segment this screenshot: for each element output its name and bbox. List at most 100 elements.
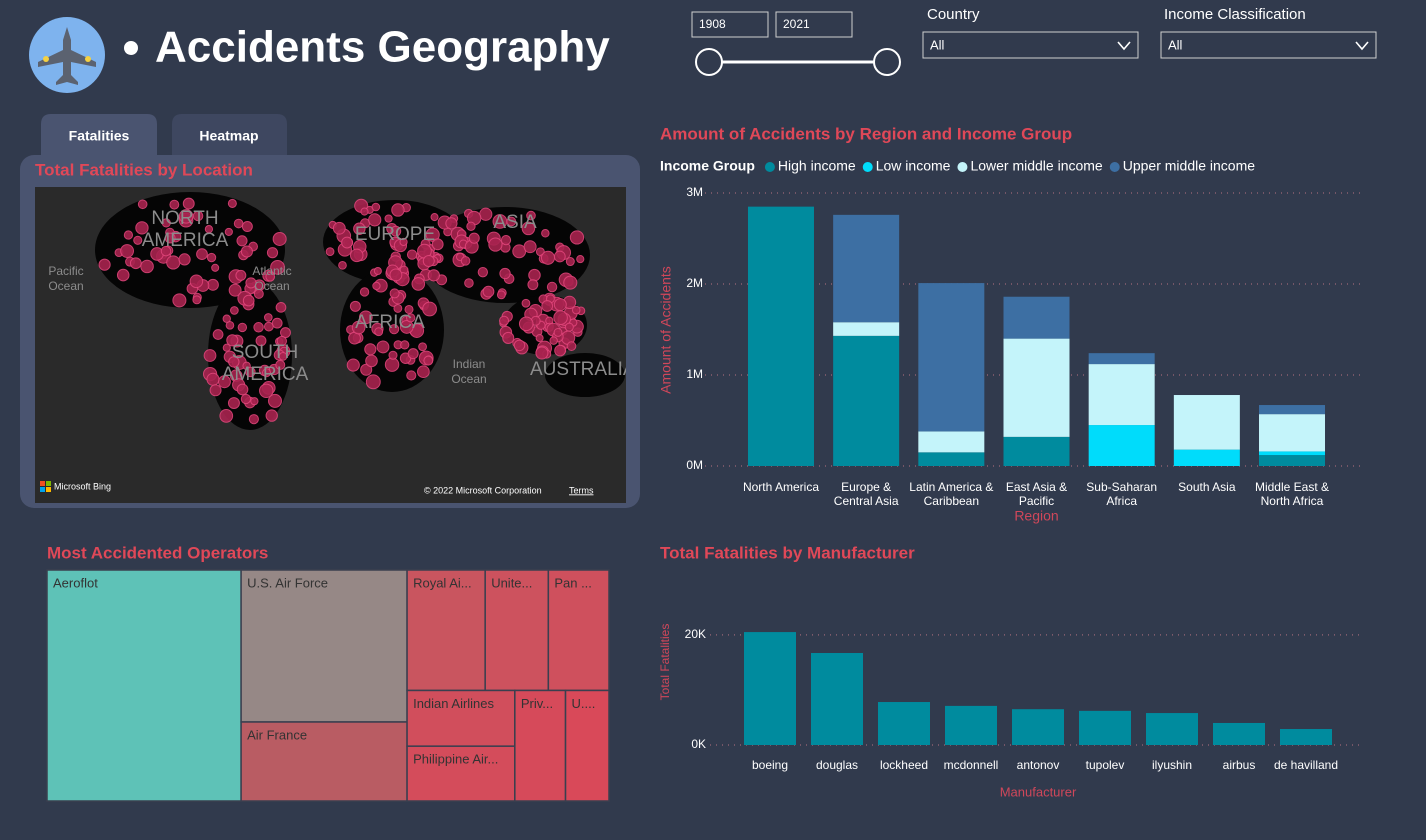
map-point [204,225,214,234]
chart-title: Most Accidented Operators [47,543,268,562]
legend-marker [957,162,968,172]
chevron[interactable] [1117,41,1131,51]
map-point [338,261,347,270]
legend-label: High income [778,158,856,174]
treemap-label: Royal Ai... [413,575,472,590]
year-to[interactable]: 2021 [783,17,810,31]
map-point [237,322,248,333]
map-point [225,321,235,330]
bar [878,702,930,745]
map-point [341,236,354,249]
map-point [219,408,234,423]
bar-segment [1259,414,1326,452]
dropdown-value[interactable]: All [1168,37,1183,52]
slider-handle[interactable] [695,48,723,76]
map-point [541,229,550,238]
map-point [248,414,259,425]
map-point [346,358,360,372]
map-point [527,279,539,291]
bing-logo [46,487,51,492]
tab-label[interactable]: Heatmap [199,128,258,144]
year-from[interactable]: 1908 [699,17,726,31]
map-point [228,283,242,297]
tab[interactable] [172,114,287,156]
map-label: Indian Ocean [451,357,487,386]
x-tick-label: de havilland [1273,758,1339,772]
map-point [460,256,471,266]
map-point [365,374,381,390]
x-tick-label: airbus [1222,758,1256,772]
map-point [178,253,191,266]
map-label: NORTH AMERICA [141,208,229,251]
map-point [212,329,224,340]
map-point [178,209,194,224]
land [545,353,625,397]
map-point [203,349,217,362]
x-axis-title: Manufacturer [1000,784,1077,799]
bar-segment [1259,405,1326,415]
year-box[interactable] [775,11,853,38]
bar [1079,710,1131,745]
map-point [271,317,283,329]
map-point [418,342,427,352]
map-point [482,285,495,298]
bar-segment [1259,455,1326,466]
x-tick-label: Middle East & North Africa [1254,480,1330,508]
map-point [523,240,537,254]
map-attribution: © 2022 Microsoft Corporation [424,485,542,495]
y-tick-label: 0M [686,458,703,472]
map-point [389,268,403,282]
map-label: Pacific Ocean [48,264,84,293]
x-tick-label: antonov [1016,758,1060,772]
map-point [259,383,274,399]
map-point [236,383,249,396]
map-point [399,320,414,334]
treemap-label: Indian Airlines [413,696,494,711]
map-point [358,310,373,325]
treemap-tile [406,689,516,747]
bar [1146,713,1198,745]
map-point [368,213,382,227]
dropdown[interactable] [922,31,1139,59]
bing-logo [40,487,45,492]
map-point [268,393,282,408]
map-point [253,322,264,333]
tab-label[interactable]: Fatalities [69,128,130,144]
bar-segment [747,206,814,466]
tab[interactable] [41,114,157,160]
map-point [230,306,239,315]
x-tick-label: boeing [751,758,789,772]
map-point [576,254,585,264]
dropdown[interactable] [1160,31,1377,59]
map-point [427,269,440,282]
map-point [565,257,575,267]
year-box[interactable] [691,11,769,38]
map-point [406,313,416,323]
treemap-tile [240,569,408,723]
map-point [241,221,253,233]
map-point [477,267,489,278]
logo-plane [38,27,96,85]
map-point [496,290,506,300]
map-point [272,231,287,246]
x-tick-label: South Asia [1178,480,1236,494]
map-point [411,277,426,291]
legend-label: Lower middle income [970,158,1102,174]
map-point [226,334,239,347]
map-label: Atlantic Ocean [252,264,292,293]
chevron[interactable] [1355,41,1369,51]
slider-handle[interactable] [873,48,901,76]
map-point [391,203,405,217]
map-point [332,221,346,235]
map-point [227,397,240,410]
map-terms[interactable]: Terms [569,485,594,495]
dropdown-value[interactable]: All [930,37,945,52]
map-point [211,263,220,272]
map-point [270,259,285,275]
map-point [160,245,172,257]
map-point [172,293,187,308]
map-point [253,288,264,299]
bar-segment [833,214,900,323]
map-point [492,214,508,229]
y-tick-label: 0K [691,737,706,751]
